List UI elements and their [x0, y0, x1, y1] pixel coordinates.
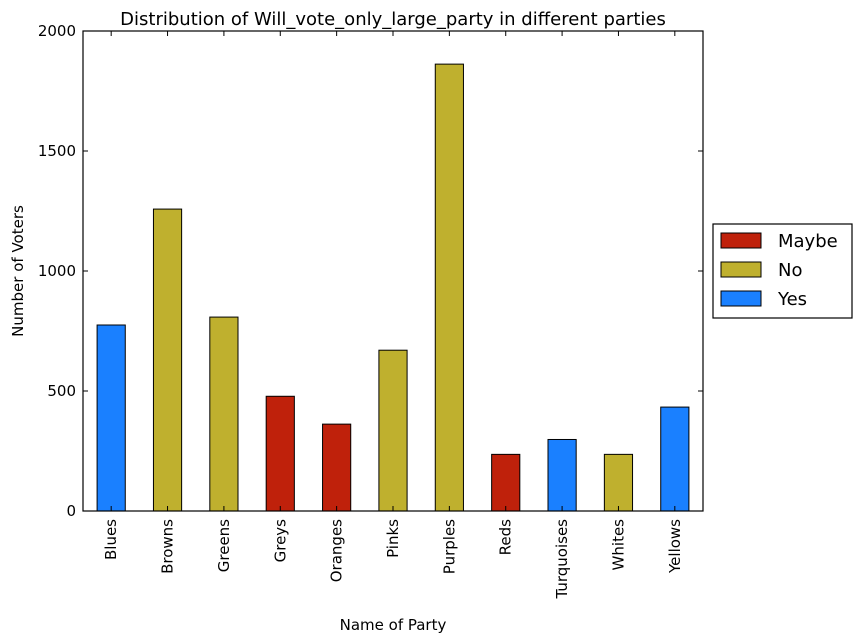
bar-turquoises [547, 438, 577, 512]
plot-frame [82, 30, 704, 512]
plot-area: 0 500 1000 1500 2000 Blues Browns Greens Greys O… [38, 22, 704, 600]
y-axis-label: Number of Voters [9, 205, 27, 337]
x-tick-label: Greys [271, 519, 289, 563]
bar-greens [209, 316, 239, 512]
legend-swatch-maybe [720, 232, 762, 249]
legend-swatch-yes [720, 290, 762, 307]
legend-label-no: No [778, 260, 802, 281]
y-tick-label: 0 [66, 502, 76, 520]
x-axis: Blues Browns Greens Greys Oranges Pinks Purple… [102, 31, 684, 600]
x-tick-label: Yellows [666, 519, 684, 574]
y-axis: 0 500 1000 1500 2000 [38, 22, 703, 520]
legend: Maybe No Yes [712, 223, 853, 319]
x-tick-label: Browns [159, 519, 177, 574]
chart-title: Distribution of Will_vote_only_large_par… [120, 9, 666, 30]
y-tick-label: 1500 [38, 142, 76, 160]
x-tick-label: Pinks [384, 519, 402, 558]
y-tick-label: 500 [47, 382, 76, 400]
y-tick-label: 1000 [38, 262, 76, 280]
bar-reds [491, 453, 521, 512]
x-tick-label: Greens [215, 519, 233, 572]
legend-swatch-no [720, 261, 762, 278]
bar-blues [96, 324, 126, 512]
bar-purples [434, 63, 464, 512]
bar-whites [603, 453, 634, 512]
x-axis-label: Name of Party [340, 616, 447, 634]
bar-yellows [660, 406, 690, 512]
bars-group [96, 63, 690, 512]
x-tick-label: Blues [102, 519, 120, 560]
x-tick-label: Whites [609, 519, 627, 571]
legend-label-maybe: Maybe [778, 231, 838, 252]
bar-browns [152, 208, 183, 512]
x-tick-label: Reds [497, 519, 515, 555]
bar-pinks [378, 349, 408, 512]
legend-label-yes: Yes [777, 289, 807, 310]
y-tick-label: 2000 [38, 22, 76, 40]
bar-greys [265, 395, 295, 512]
bar-oranges [322, 423, 352, 512]
x-tick-label: Oranges [328, 519, 346, 582]
x-tick-label: Purples [440, 519, 458, 574]
x-tick-label: Turquoises [553, 519, 571, 600]
